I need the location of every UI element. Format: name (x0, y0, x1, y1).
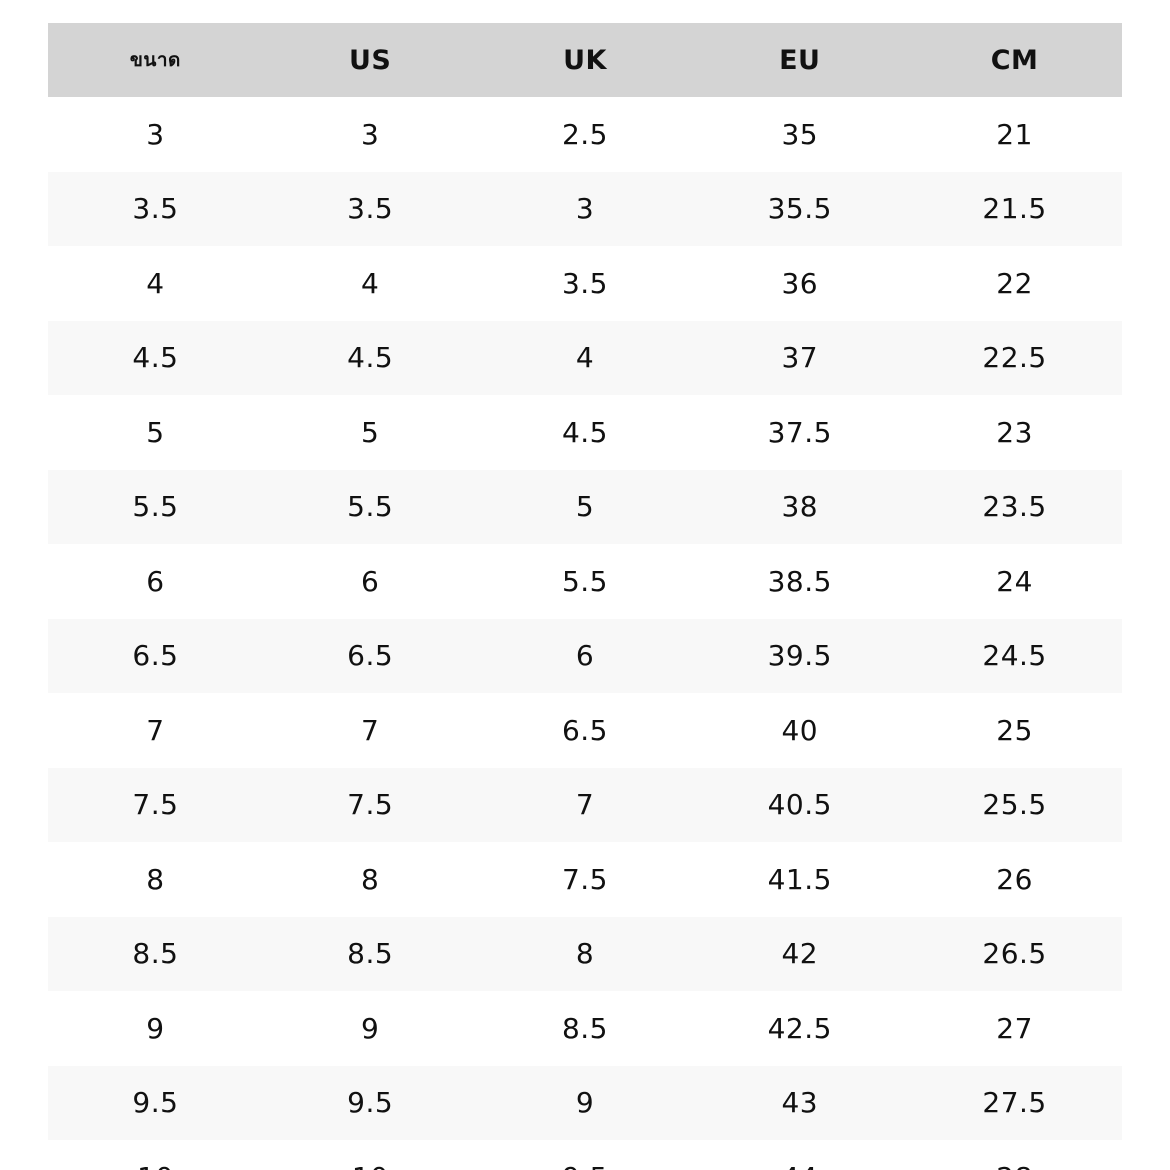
table-cell: 7 (575, 788, 595, 822)
table-cell: 2.5 (561, 117, 608, 151)
table-cell: 8 (361, 862, 380, 896)
header-cell: CM (990, 44, 1039, 76)
table-row: 4 4 3.5 36 22 (48, 246, 1122, 321)
table-cell: 24.5 (982, 639, 1047, 673)
table-cell: 5 (361, 415, 380, 449)
table-cell: 5 (146, 415, 165, 449)
table-row: 5.5 5.5 5 38 23.5 (48, 469, 1122, 544)
table-row: 7.5 7.5 7 40.5 25.5 (48, 767, 1122, 842)
table-cell: 4.5 (132, 341, 179, 375)
size-table: ขนาด US UK EU CM 3 3 2.5 35 21 3.5 3.5 3 35.5 21.5 4 4 3.… (48, 23, 1122, 1170)
table-row: 8.5 8.5 8 42 26.5 (48, 916, 1122, 991)
table-row: 3 3 2.5 35 21 (48, 97, 1122, 172)
table-row: 4.5 4.5 4 37 22.5 (48, 320, 1122, 395)
table-cell: 3.5 (132, 192, 179, 226)
header-cell: UK (563, 44, 607, 76)
table-cell: 8 (575, 937, 595, 971)
header-cell: US (349, 44, 392, 76)
table-cell: 9.5 (132, 1086, 179, 1120)
table-cell: 6 (361, 564, 380, 598)
table-cell: 35.5 (767, 192, 832, 226)
header-cell: ขนาด (129, 49, 181, 71)
table-cell: 9.5 (347, 1086, 394, 1120)
table-cell: 6.5 (347, 639, 394, 673)
table-cell: 7 (361, 713, 380, 747)
table-cell: 9.5 (478, 1161, 693, 1170)
table-row: 9 9 8.5 42.5 27 (48, 991, 1122, 1066)
table-row: 6.5 6.5 6 39.5 24.5 (48, 618, 1122, 693)
table-cell: 40.5 (767, 788, 832, 822)
table-cell: 39.5 (767, 639, 832, 673)
table-cell: 5.5 (132, 490, 179, 524)
table-cell: 8 (146, 862, 165, 896)
table-cell: 8.5 (347, 937, 394, 971)
table-cell: 8.5 (132, 937, 179, 971)
table-cell: 8.5 (561, 1011, 608, 1045)
table-cell: 7.5 (561, 862, 608, 896)
table-cell: 6 (146, 564, 165, 598)
table-row: 6 6 5.5 38.5 24 (48, 544, 1122, 619)
table-cell: 27.5 (982, 1086, 1047, 1120)
table-cell: 21 (996, 117, 1033, 151)
table-cell: 42.5 (767, 1011, 832, 1045)
table-cell: 6 (575, 639, 595, 673)
table-cell: 3 (575, 192, 595, 226)
table-cell: 26.5 (982, 937, 1047, 971)
table-cell: 3 (361, 117, 380, 151)
table-cell: 37.5 (767, 415, 832, 449)
table-cell: 4 (575, 341, 595, 375)
table-cell: 24 (996, 564, 1033, 598)
table-cell: 35 (781, 117, 819, 151)
table-cell: 3.5 (561, 266, 608, 300)
table-cell: 4.5 (561, 415, 608, 449)
table-cell: 37 (781, 341, 819, 375)
table-cell: 3 (146, 117, 165, 151)
table-cell: 40 (781, 713, 819, 747)
table-cell: 5 (575, 490, 595, 524)
header-row: ขนาด US UK EU CM (48, 23, 1122, 97)
table-cell: 9 (361, 1011, 380, 1045)
table-cell: 9 (146, 1011, 165, 1045)
table-cell: 43 (781, 1086, 819, 1120)
table-cell: 44 (692, 1161, 907, 1170)
table-cell: 9 (575, 1086, 595, 1120)
table-cell: 3.5 (347, 192, 394, 226)
table-cell: 22.5 (982, 341, 1047, 375)
table-cell: 25.5 (982, 788, 1047, 822)
table-cell: 27 (996, 1011, 1033, 1045)
table-cell: 21.5 (982, 192, 1047, 226)
table-cell: 26 (996, 862, 1033, 896)
table-cell: 10 (263, 1161, 478, 1170)
table-cell: 36 (781, 266, 819, 300)
header-cell: EU (779, 44, 821, 76)
table-cell: 42 (781, 937, 819, 971)
table-row: 10109.54428 (48, 1140, 1122, 1170)
table-cell: 7.5 (347, 788, 394, 822)
table-cell: 7.5 (132, 788, 179, 822)
table-cell: 5.5 (347, 490, 394, 524)
table-cell: 23.5 (982, 490, 1047, 524)
table-cell: 38 (781, 490, 819, 524)
table-cell: 6.5 (132, 639, 179, 673)
table-row: 5 5 4.5 37.5 23 (48, 395, 1122, 470)
table-row: 3.5 3.5 3 35.5 21.5 (48, 171, 1122, 246)
table-cell: 23 (996, 415, 1033, 449)
table-cell: 5.5 (561, 564, 608, 598)
table-cell: 4 (361, 266, 380, 300)
table-cell: 4 (146, 266, 165, 300)
table-row: 8 8 7.5 41.5 26 (48, 842, 1122, 917)
table-cell: 4.5 (347, 341, 394, 375)
table-cell: 22 (996, 266, 1033, 300)
table-cell: 6.5 (561, 713, 608, 747)
table-cell: 28 (907, 1161, 1122, 1170)
table-row: 7 7 6.5 40 25 (48, 693, 1122, 768)
table-row: 9.5 9.5 9 43 27.5 (48, 1065, 1122, 1140)
table-cell: 41.5 (767, 862, 832, 896)
table-cell: 25 (996, 713, 1033, 747)
table-cell: 7 (146, 713, 165, 747)
table-cell: 10 (48, 1161, 263, 1170)
table-cell: 38.5 (767, 564, 832, 598)
